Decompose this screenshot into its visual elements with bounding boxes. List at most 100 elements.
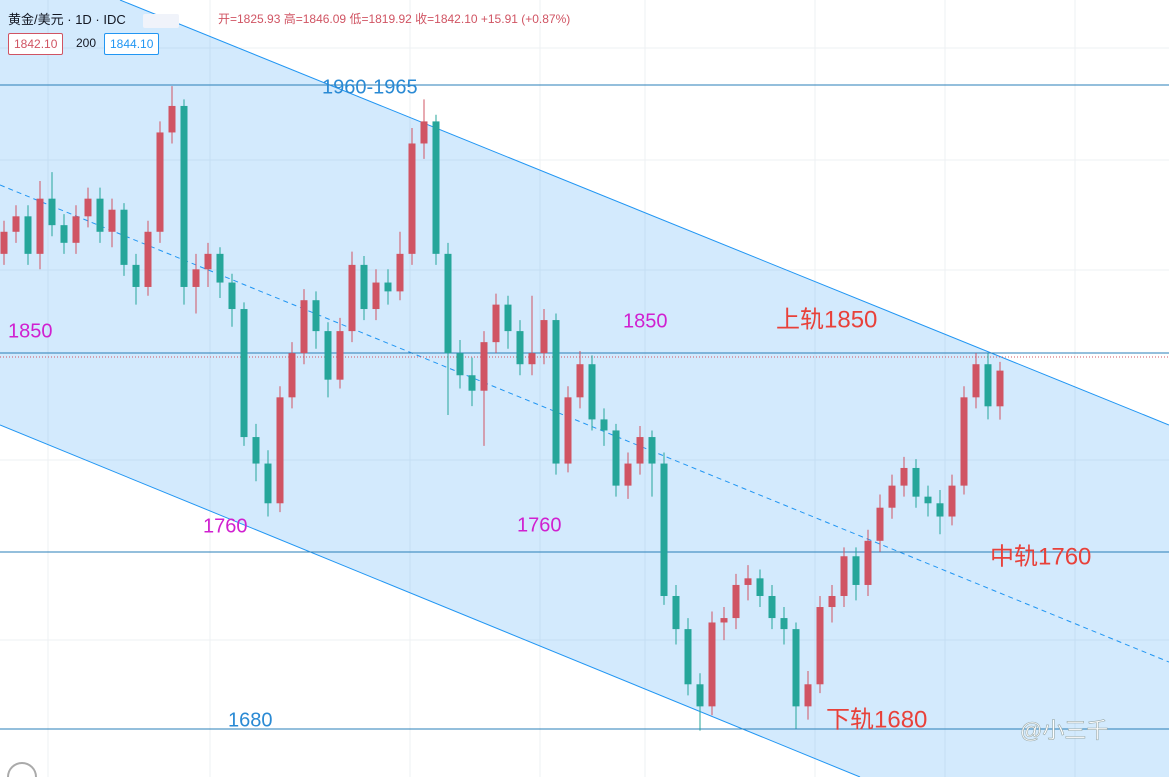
candle-body: [312, 300, 320, 332]
candle-body: [588, 364, 596, 420]
candle-body: [960, 397, 968, 486]
candle-body: [396, 253, 404, 292]
ohlc: 开=1825.93 高=1846.09 低=1819.92 收=1842.10 …: [218, 12, 571, 26]
candle-body: [744, 578, 752, 585]
annotations: 1960-1965 1850 1850 上轨1850 1760 1760 中轨1760 168…: [8, 76, 1091, 733]
candle-body: [444, 253, 452, 354]
channel-upper: [119, 0, 1169, 426]
candle-body: [456, 353, 464, 376]
candle-body: [540, 320, 548, 354]
candle-body: [24, 216, 32, 254]
watermark: @小三千: [1020, 718, 1108, 743]
candle-body: [528, 353, 536, 365]
source: IDC: [103, 12, 126, 27]
candle-body: [576, 364, 584, 398]
candle-body: [756, 578, 764, 596]
candle-body: [36, 198, 44, 254]
candle-body: [684, 629, 692, 685]
candle-body: [696, 684, 704, 707]
candle-body: [216, 253, 224, 283]
annotation: 1960-1965: [322, 76, 418, 98]
candle-body: [192, 269, 200, 287]
candle-body: [360, 264, 368, 310]
candle-body: [324, 331, 332, 380]
candle-body: [564, 397, 572, 464]
candle-body: [240, 309, 248, 438]
annotation: 下轨1680: [826, 706, 927, 733]
candle-body: [12, 216, 20, 232]
candle-body: [936, 503, 944, 517]
candle-body: [516, 331, 524, 365]
spread: 200: [76, 36, 97, 50]
candle-body: [792, 629, 800, 707]
candle-body: [372, 282, 380, 310]
candle-body: [180, 105, 188, 287]
ask[interactable]: 1844.10: [104, 33, 160, 55]
candle-body: [276, 397, 284, 504]
candle-body: [948, 485, 956, 517]
candle-body: [552, 320, 560, 464]
candle-body: [504, 304, 512, 332]
levels: [0, 84, 1169, 730]
candle-body: [996, 370, 1004, 407]
candle-body: [804, 684, 812, 707]
candle-body: [648, 437, 656, 464]
candle-body: [672, 595, 680, 630]
candle-body: [900, 467, 908, 486]
annotation: 上轨1850: [776, 306, 877, 333]
candle-body: [60, 225, 68, 243]
candle-body: [96, 198, 104, 232]
symbol: 黄金/美元: [8, 12, 64, 27]
candle-body: [108, 209, 116, 232]
candle-body: [924, 496, 932, 504]
candle-body: [252, 437, 260, 464]
candle-body: [84, 198, 92, 217]
icon: [7, 762, 37, 777]
candle-body: [468, 375, 476, 391]
annotation: 1680: [228, 709, 273, 731]
candle-body: [876, 507, 884, 541]
bid[interactable]: 1842.10: [8, 33, 64, 55]
candle-body: [204, 253, 212, 270]
annotation: 1760: [203, 515, 248, 537]
candle-body: [912, 467, 920, 497]
candle-body: [48, 198, 56, 226]
candle-body: [288, 353, 296, 398]
candle-body: [120, 209, 128, 265]
candle-body: [348, 264, 356, 332]
candle-body: [168, 105, 176, 133]
candle-body: [864, 540, 872, 585]
indicator-toggle[interactable]: [143, 13, 180, 28]
candle-body: [660, 463, 668, 596]
candle-body: [888, 485, 896, 508]
candle-body: [144, 231, 152, 287]
candle-body: [132, 264, 140, 287]
candle-body: [0, 231, 8, 254]
candle-body: [780, 618, 788, 630]
candle-body: [612, 430, 620, 486]
candle-body: [624, 463, 632, 486]
candle-body: [72, 216, 80, 243]
annotation: 1760: [517, 514, 562, 536]
candle-body: [336, 331, 344, 380]
candle-body: [732, 584, 740, 619]
candle-body: [972, 364, 980, 398]
candle-body: [768, 595, 776, 619]
candle-body: [156, 132, 164, 232]
candle-body: [408, 143, 416, 254]
candles: [0, 86, 1004, 731]
candle-body: [828, 595, 836, 608]
candle-body: [228, 282, 236, 310]
channel-lower: [0, 424, 861, 777]
candle-body: [600, 419, 608, 431]
candle-body: [420, 121, 428, 144]
candle-body: [384, 282, 392, 292]
symbol-bar: 黄金/美元 · 1D · IDC: [8, 9, 183, 28]
candle-body: [984, 364, 992, 407]
interval: 1D: [75, 12, 92, 27]
candle-body: [636, 437, 644, 464]
annotation: 中轨1760: [990, 543, 1091, 570]
candle-body: [492, 304, 500, 343]
